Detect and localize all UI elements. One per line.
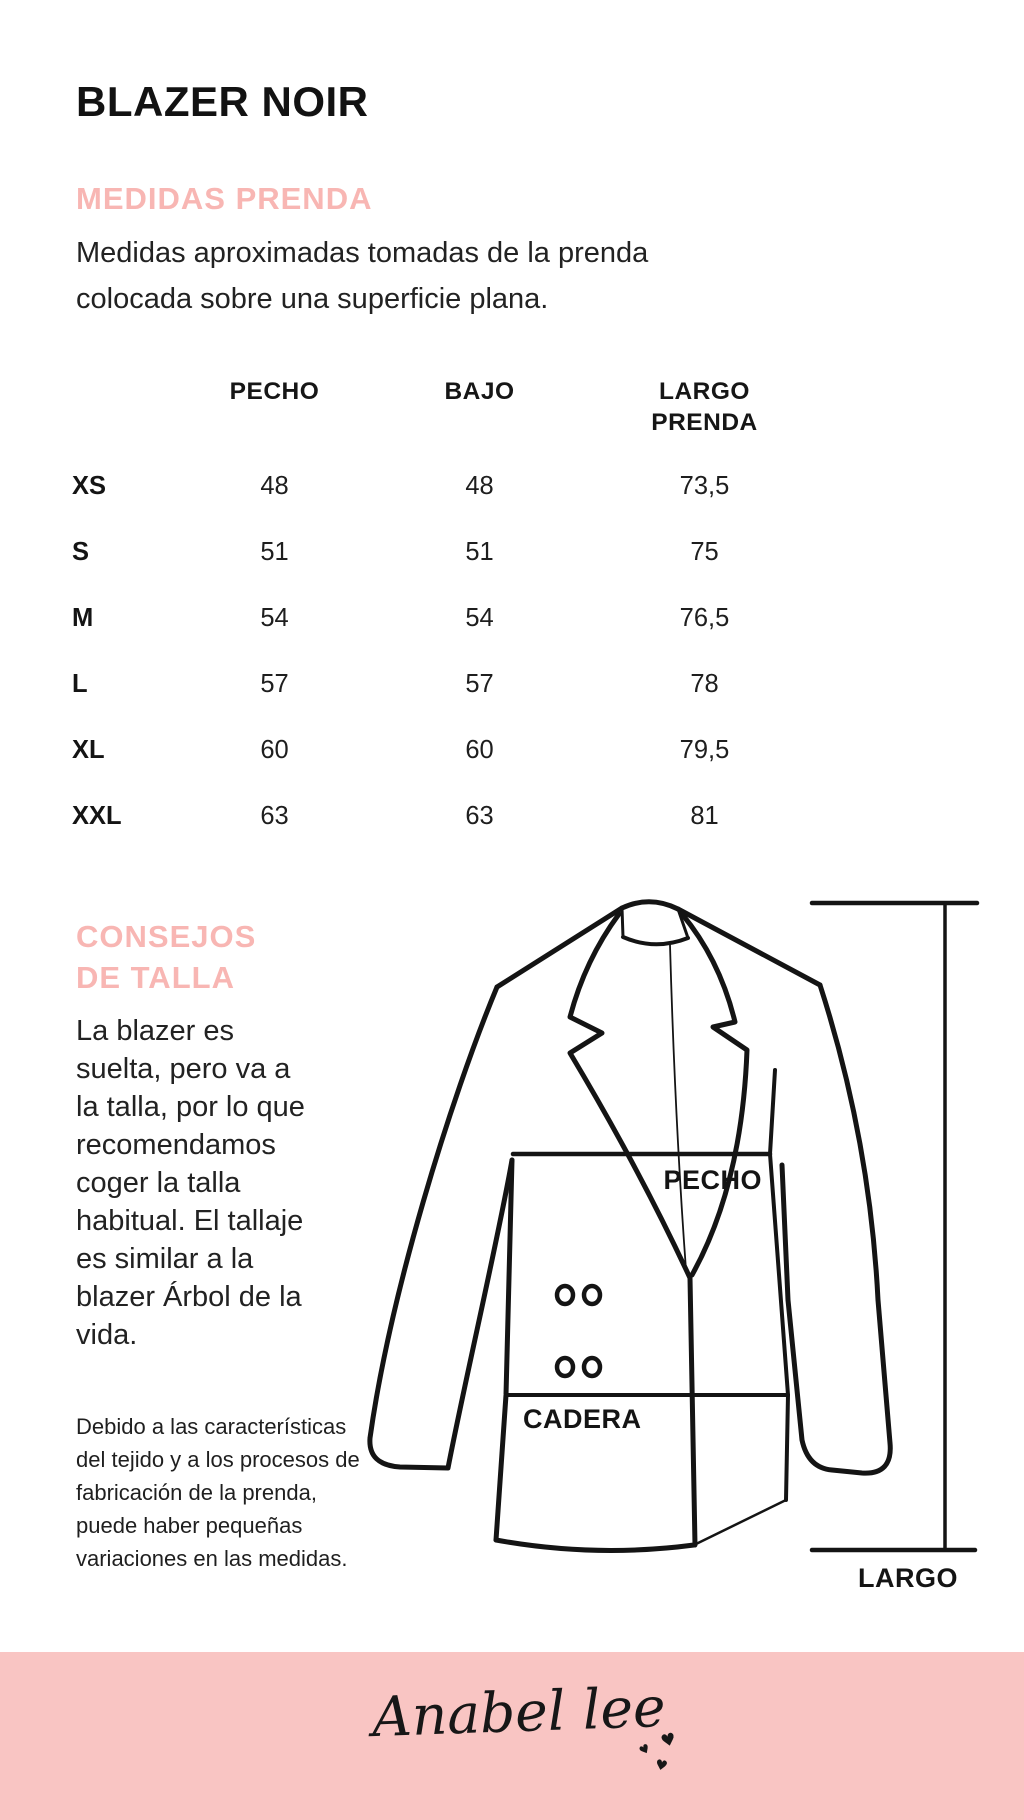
advice-line: suelta, pero va a bbox=[76, 1053, 291, 1085]
button-top-left bbox=[554, 1283, 576, 1307]
note-line: puede haber pequeñas bbox=[76, 1513, 303, 1538]
table-row: S 51 51 75 bbox=[72, 519, 832, 585]
cadera-label: CADERA bbox=[523, 1404, 642, 1434]
note-line: del tejido y a los procesos de bbox=[76, 1447, 360, 1472]
left-shoulder-line bbox=[494, 905, 625, 990]
heading-line: CONSEJOS bbox=[76, 919, 257, 954]
size-label: XS bbox=[72, 471, 107, 500]
largo-value: 73,5 bbox=[679, 471, 730, 500]
bajo-value: 48 bbox=[465, 471, 494, 500]
pecho-value: 60 bbox=[260, 735, 289, 764]
advice-line: vida. bbox=[76, 1319, 138, 1351]
hem-diagonal-line bbox=[692, 1498, 788, 1547]
size-table-header: PECHO BAJO LARGO PRENDA bbox=[72, 376, 832, 453]
front-closure-edge bbox=[687, 1275, 698, 1548]
bajo-value: 60 bbox=[465, 735, 494, 764]
size-advice-text: La blazer es suelta, pero va a la talla, p… bbox=[76, 1012, 305, 1354]
bajo-value: 57 bbox=[465, 669, 494, 698]
hem-line bbox=[493, 1537, 697, 1553]
table-row: XL 60 60 79,5 bbox=[72, 717, 832, 783]
advice-line: la talla, por lo que bbox=[76, 1091, 305, 1123]
blazer-sketch: PECHO CADERA LARGO bbox=[367, 899, 980, 1593]
lapel-fold-line bbox=[669, 944, 687, 1271]
blazer-measurement-diagram: PECHO CADERA LARGO bbox=[330, 740, 1024, 1600]
advice-line: habitual. El tallaje bbox=[76, 1205, 304, 1237]
table-row: L 57 57 78 bbox=[72, 651, 832, 717]
consejos-de-talla-heading: CONSEJOS DE TALLA bbox=[76, 916, 256, 998]
advice-line: es similar a la bbox=[76, 1243, 254, 1275]
column-header-pecho: PECHO bbox=[229, 378, 320, 405]
pecho-value: 54 bbox=[260, 603, 289, 632]
advice-line: La blazer es bbox=[76, 1015, 234, 1047]
column-header-bajo: BAJO bbox=[444, 378, 515, 405]
left-sleeve-outline bbox=[367, 984, 515, 1471]
size-label: XXL bbox=[72, 801, 122, 830]
bajo-value: 54 bbox=[465, 603, 494, 632]
size-column-header bbox=[72, 376, 177, 453]
table-row: M 54 54 76,5 bbox=[72, 585, 832, 651]
medidas-intro-text: Medidas aproximadas tomadas de la prenda… bbox=[76, 230, 648, 322]
advice-line: blazer Árbol de la bbox=[76, 1281, 302, 1313]
bajo-value: 63 bbox=[465, 801, 494, 830]
advice-line: coger la talla bbox=[76, 1167, 241, 1199]
back-collar-top bbox=[619, 899, 681, 912]
heart-icon: ♥ bbox=[653, 1756, 670, 1776]
pecho-value: 57 bbox=[260, 669, 289, 698]
size-table-body: XS 48 48 73,5 S 51 51 75 M 54 54 76,5 L bbox=[72, 453, 832, 849]
brand-logo: Anabel lee ♥ ♥ ♥ bbox=[370, 1674, 678, 1775]
largo-value: 76,5 bbox=[679, 603, 730, 632]
largo-value: 81 bbox=[690, 801, 719, 830]
pecho-value: 48 bbox=[260, 471, 289, 500]
right-shoulder-line bbox=[675, 906, 823, 988]
note-line: Debido a las características bbox=[76, 1414, 347, 1439]
size-table: PECHO BAJO LARGO PRENDA XS 48 48 73,5 S … bbox=[72, 376, 832, 849]
bajo-value: 51 bbox=[465, 537, 494, 566]
heading-line: DE TALLA bbox=[76, 960, 235, 995]
button-bottom-right bbox=[581, 1355, 603, 1379]
back-collar-inner bbox=[621, 935, 690, 947]
column-header-largo-prenda: LARGO PRENDA bbox=[651, 378, 758, 436]
note-line: variaciones en las medidas. bbox=[76, 1546, 348, 1571]
medidas-prenda-heading: MEDIDAS PRENDA bbox=[76, 181, 373, 216]
pecho-value: 63 bbox=[260, 801, 289, 830]
brand-logo-text: Anabel lee bbox=[370, 1674, 667, 1750]
largo-value: 75 bbox=[690, 537, 719, 566]
heart-icon: ♥ bbox=[658, 1729, 679, 1753]
largo-value: 79,5 bbox=[679, 735, 730, 764]
size-label: L bbox=[72, 669, 88, 698]
back-collar-sides bbox=[620, 906, 690, 940]
heart-icon: ♥ bbox=[636, 1740, 653, 1759]
button-top-right bbox=[581, 1283, 603, 1307]
pecho-label: PECHO bbox=[663, 1165, 762, 1195]
advice-line: recomendamos bbox=[76, 1129, 276, 1161]
size-label: M bbox=[72, 603, 94, 632]
size-label: S bbox=[72, 537, 90, 566]
right-lapel-outline bbox=[679, 911, 750, 1278]
largo-label: LARGO bbox=[858, 1563, 958, 1593]
pecho-value: 51 bbox=[260, 537, 289, 566]
intro-line: Medidas aproximadas tomadas de la prenda bbox=[76, 237, 649, 269]
largo-value: 78 bbox=[690, 669, 719, 698]
brand-footer: Anabel lee ♥ ♥ ♥ bbox=[0, 1652, 1024, 1820]
button-bottom-left bbox=[554, 1355, 576, 1379]
intro-line: colocada sobre una superficie plana. bbox=[76, 283, 549, 315]
size-label: XL bbox=[72, 735, 105, 764]
left-lapel-outline bbox=[567, 911, 693, 1281]
note-line: fabricación de la prenda, bbox=[76, 1480, 317, 1505]
table-row: XXL 63 63 81 bbox=[72, 783, 832, 849]
torso-right-edge bbox=[768, 1068, 790, 1502]
page-title: BLAZER NOIR bbox=[76, 78, 369, 125]
right-sleeve-outline bbox=[779, 982, 893, 1476]
table-row: XS 48 48 73,5 bbox=[72, 453, 832, 519]
variations-note-text: Debido a las características del tejido y… bbox=[76, 1410, 360, 1575]
